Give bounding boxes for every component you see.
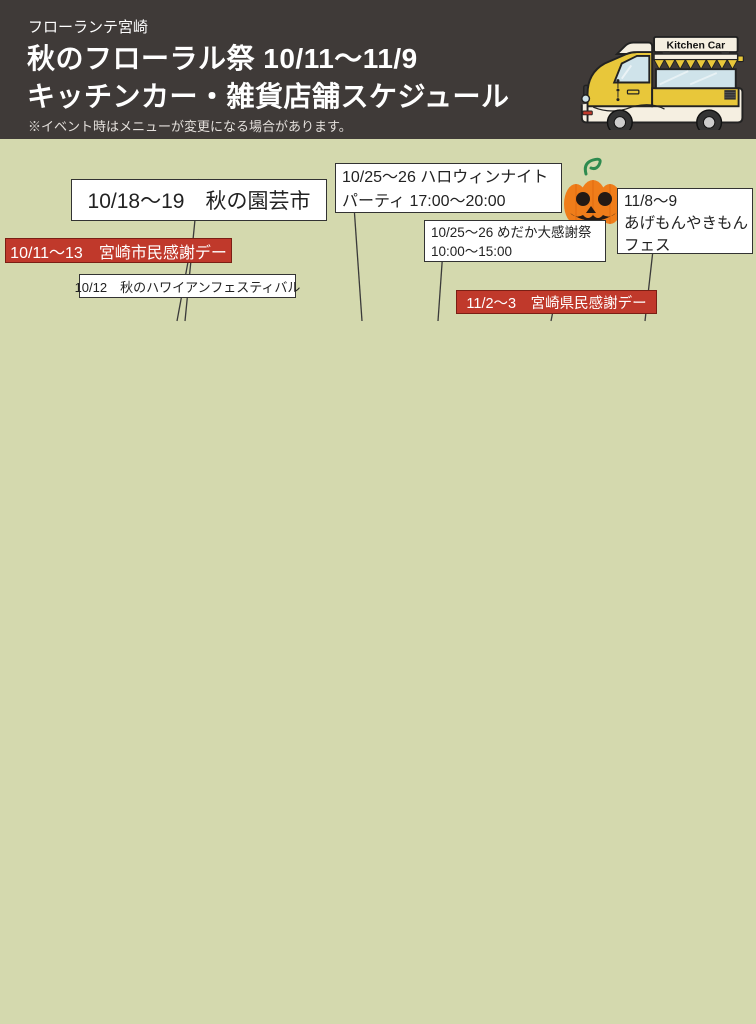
svg-text:Kitchen Car: Kitchen Car [667,40,726,51]
